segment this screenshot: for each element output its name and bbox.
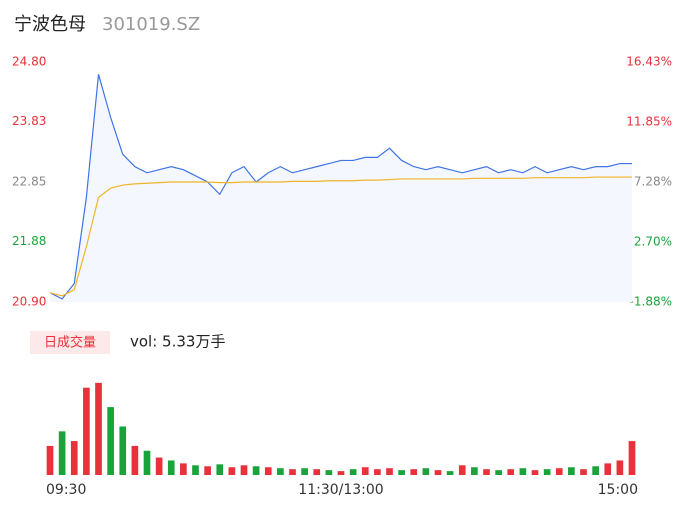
volume-bar [361,467,369,475]
volume-bar [434,470,442,475]
volume-bar [252,466,260,475]
volume-bar [410,469,418,475]
volume-bar [446,471,454,475]
volume-bar [531,470,539,475]
volume-bar [264,467,272,475]
volume-bar [167,460,175,475]
volume-bar [289,469,296,475]
y2-tick-label: -1.88% [630,295,672,309]
y-tick-label: 23.83 [12,114,46,128]
volume-bar [628,441,636,475]
y-tick-label: 20.90 [12,295,46,309]
volume-bar [46,445,54,475]
volume-bar [70,441,78,475]
volume-bar [228,467,236,475]
volume-bar [325,470,333,475]
stock-code: 301019.SZ [102,14,200,35]
volume-bar [543,469,551,475]
volume-label: vol: 5.33万手 [130,333,225,351]
volume-bar [143,450,151,475]
volume-bar [422,468,430,475]
volume-bar [313,469,321,475]
volume-bar [386,468,393,475]
volume-bar [277,468,284,475]
volume-bar [216,464,224,475]
volume-bar [349,469,357,475]
volume-bar [155,457,163,475]
volume-bar [131,445,139,475]
volume-button[interactable] [30,331,110,354]
volume-bar [107,407,114,475]
y-tick-label: 21.88 [12,234,46,248]
volume-bar [507,469,515,475]
y2-tick-label: 16.43% [626,55,672,69]
stock-name: 宁波色母 [14,14,86,35]
volume-bar [374,469,381,475]
y2-tick-label: 7.28% [634,174,672,188]
volume-bar [240,465,248,475]
volume-bar [580,469,587,475]
y2-tick-label: 2.70% [634,234,672,248]
volume-bar [519,468,527,475]
volume-bar [471,467,478,475]
x-tick-label: 09:30 [46,482,86,498]
x-tick-label: 15:00 [598,482,638,498]
volume-bar [180,463,187,475]
volume-button-label[interactable]: 日成交量 [44,335,96,351]
volume-bar [604,463,612,475]
volume-bar [568,467,575,475]
volume-bar [458,465,466,475]
volume-bar [337,471,345,475]
volume-bar [95,382,102,475]
volume-bar [555,468,563,475]
volume-bar [483,469,490,475]
y-tick-label: 22.85 [12,175,46,189]
volume-bar [58,431,66,475]
volume-bar [616,460,624,475]
volume-bar [398,470,405,475]
volume-bar [592,466,599,475]
y2-tick-label: 11.85% [626,115,672,129]
volume-bar [192,465,199,475]
x-tick-label: 11:30/13:00 [298,482,383,498]
avg-line [49,176,632,297]
volume-bar [204,466,211,475]
volume-bar [119,426,127,475]
volume-bar [83,387,90,475]
volume-bar [301,468,308,475]
price-line [49,74,632,300]
volume-bar [495,470,502,475]
y-tick-label: 24.80 [12,55,46,69]
price-area [50,74,632,302]
